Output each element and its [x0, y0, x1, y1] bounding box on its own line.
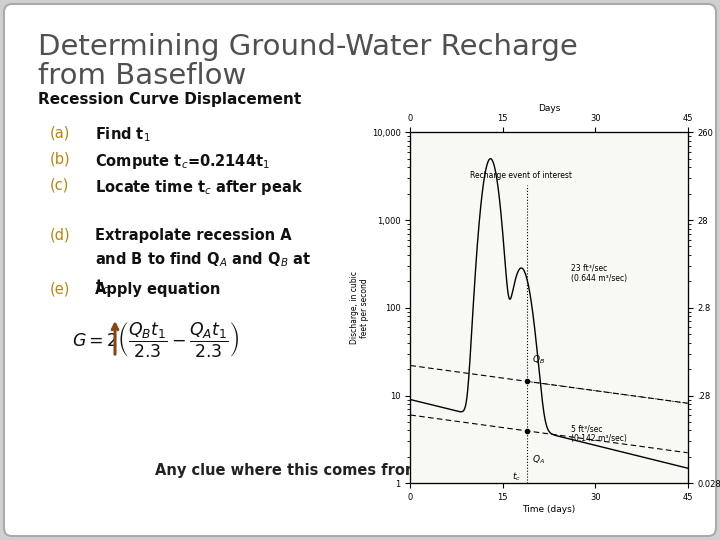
Text: Compute t$_c$=0.2144t$_1$: Compute t$_c$=0.2144t$_1$ — [95, 152, 270, 171]
Text: Find t$_1$: Find t$_1$ — [95, 125, 150, 144]
Text: $G = 2\left(\dfrac{Q_B t_1}{2.3} - \dfrac{Q_A t_1}{2.3}\right)$: $G = 2\left(\dfrac{Q_B t_1}{2.3} - \dfra… — [72, 320, 239, 359]
Text: $Q_B$: $Q_B$ — [532, 354, 546, 366]
X-axis label: Days: Days — [538, 104, 560, 113]
Text: Explanation: Explanation — [412, 442, 477, 452]
Y-axis label: Discharge, in cubic
feet per second: Discharge, in cubic feet per second — [350, 271, 369, 345]
Text: Extrapolated ground-water discharge: Extrapolated ground-water discharge — [435, 461, 604, 469]
Text: (b): (b) — [50, 152, 71, 167]
Text: Extrapolate recession A
and B to find Q$_A$ and Q$_B$ at
t$_c$: Extrapolate recession A and B to find Q$… — [95, 228, 311, 296]
Text: Recharge event of interest: Recharge event of interest — [470, 171, 572, 180]
Text: from Baseflow: from Baseflow — [38, 62, 246, 90]
Text: (c): (c) — [50, 178, 69, 193]
Text: Recession Curve Displacement: Recession Curve Displacement — [38, 92, 301, 107]
Text: (e): (e) — [50, 282, 71, 297]
Text: Apply equation: Apply equation — [95, 282, 220, 297]
FancyBboxPatch shape — [4, 4, 716, 536]
Text: (a): (a) — [50, 125, 71, 140]
X-axis label: Time (days): Time (days) — [523, 505, 575, 514]
Text: Any clue where this comes from?: Any clue where this comes from? — [155, 463, 428, 478]
Text: $Q_A$: $Q_A$ — [532, 454, 545, 466]
Text: 23 ft³/sec
(0.644 m³/sec): 23 ft³/sec (0.644 m³/sec) — [570, 264, 626, 284]
Text: (d): (d) — [50, 228, 71, 243]
Text: Locate time t$_c$ after peak: Locate time t$_c$ after peak — [95, 178, 303, 197]
Text: $t_c$: $t_c$ — [512, 471, 521, 483]
Text: 5 ft³/sec
(0.142 m³/sec): 5 ft³/sec (0.142 m³/sec) — [570, 424, 626, 443]
Text: Determining Ground-Water Recharge: Determining Ground-Water Recharge — [38, 33, 577, 61]
Text: Daily stream flow: Daily stream flow — [435, 448, 514, 456]
